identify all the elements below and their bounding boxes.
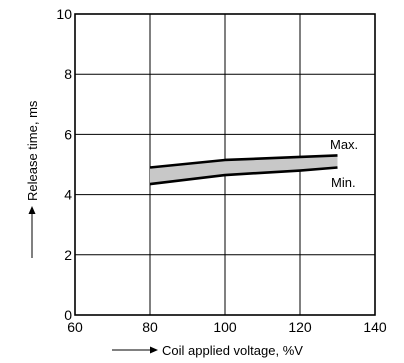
- x-tick-labels: 60 80 100 120 140: [67, 319, 387, 335]
- max-min-band: [150, 155, 338, 185]
- x-tick-label: 100: [213, 319, 237, 335]
- series-label-min: Min.: [331, 175, 356, 190]
- x-axis-title: Coil applied voltage, %V: [162, 343, 303, 358]
- x-tick-label: 80: [142, 319, 158, 335]
- y-tick-label: 4: [64, 187, 72, 203]
- x-tick-label: 60: [67, 319, 83, 335]
- series-labels: Max. Min.: [330, 137, 358, 190]
- y-axis-title-group: Release time, ms: [25, 100, 40, 258]
- x-axis-arrowhead-icon: [150, 346, 158, 354]
- series-label-max: Max.: [330, 137, 358, 152]
- series-lines: [149, 154, 338, 186]
- y-tick-labels: 0 2 4 6 8 10: [56, 6, 72, 323]
- y-tick-label: 6: [64, 126, 72, 142]
- y-axis-title: Release time, ms: [25, 100, 40, 201]
- y-tick-label: 0: [64, 307, 72, 323]
- x-tick-label: 140: [363, 319, 387, 335]
- max-series-line: [149, 154, 338, 169]
- y-tick-label: 10: [56, 6, 72, 22]
- y-tick-label: 2: [64, 247, 72, 263]
- y-axis-arrowhead-icon: [28, 206, 36, 214]
- min-series-line: [149, 166, 338, 186]
- plot-frame: [74, 13, 376, 316]
- y-tick-label: 8: [64, 66, 72, 82]
- x-axis-title-group: Coil applied voltage, %V: [112, 343, 303, 358]
- x-tick-label: 120: [288, 319, 312, 335]
